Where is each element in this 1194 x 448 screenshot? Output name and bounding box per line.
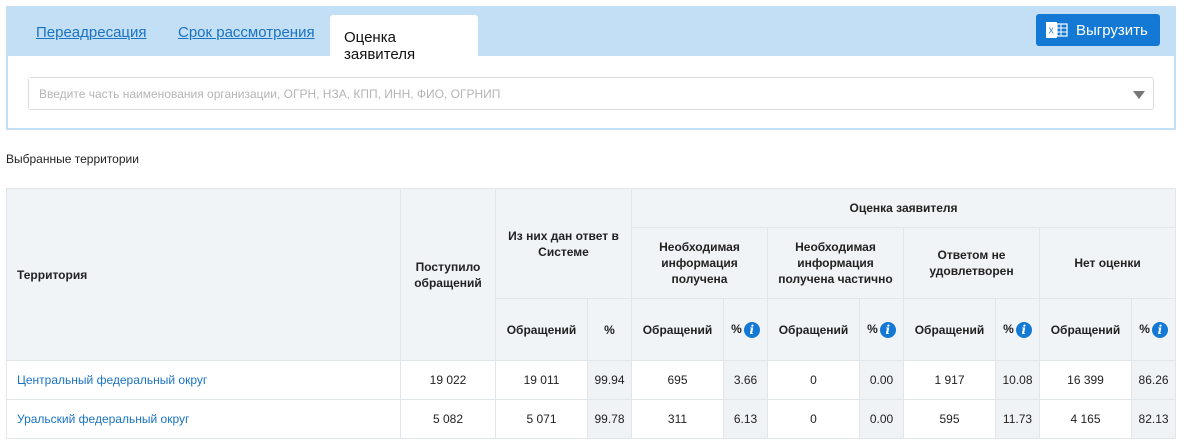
rating-count: 0 [767,360,860,400]
dropdown-arrow-icon[interactable] [1133,91,1145,99]
excel-icon: X [1046,22,1068,38]
rating-count: 1 917 [903,360,996,400]
svg-text:X: X [1049,27,1055,36]
rating-pct: 6.13 [723,399,768,439]
rating-count: 16 399 [1039,360,1132,400]
header-group-received: Необходимая информация получена [631,227,768,299]
filter-panel: Переадресация Срок рассмотрения Оценка з… [6,6,1176,130]
header-count: Обращений [1039,298,1132,361]
header-group-partial: Необходимая информация получена частично [767,227,904,299]
header-pct: % i [723,298,768,361]
header-received: Поступило обращений [400,188,496,361]
answered-count: 19 011 [495,360,588,400]
export-label: Выгрузить [1076,21,1148,39]
answered-pct: 99.94 [587,360,632,400]
received-count: 5 082 [400,399,496,439]
rating-count: 0 [767,399,860,439]
info-icon[interactable]: i [743,321,760,338]
header-rating: Оценка заявителя [630,188,1177,228]
rating-pct: 0.00 [859,399,904,439]
tab-review-period[interactable]: Срок рассмотрения [178,24,315,41]
rating-pct: 0.00 [859,360,904,400]
territory-link[interactable]: Центральный федеральный округ [6,360,401,400]
info-icon[interactable]: i [879,321,896,338]
rating-pct: 82.13 [1130,399,1177,439]
table-row: Уральский федеральный округ 5 082 5 071 99.… [6,399,1177,439]
rating-count: 695 [631,360,724,400]
organization-search[interactable] [28,77,1154,110]
tab-applicant-rating[interactable]: Оценка заявителя [330,15,478,63]
tab-bar: Переадресация Срок рассмотрения Оценка з… [8,8,1174,63]
territory-link[interactable]: Уральский федеральный округ [6,399,401,439]
selected-territories-label: Выбранные территории [6,152,139,166]
header-pct: % i [995,298,1040,361]
header-count: Обращений [631,298,724,361]
received-count: 19 022 [400,360,496,400]
header-pct: % i [1130,298,1177,361]
rating-count: 311 [631,399,724,439]
rating-pct: 86.26 [1130,360,1177,400]
table-row: Центральный федеральный округ 19 022 19 01… [6,360,1177,400]
header-count: Обращений [903,298,996,361]
answered-pct: 99.78 [587,399,632,439]
info-icon[interactable]: i [1015,321,1032,338]
header-group-no-rating: Нет оценки [1038,227,1177,299]
header-group-unsatisfied: Ответом не удовлетворен [903,227,1040,299]
header-answered: Из них дан ответ в Системе [495,188,632,299]
header-count: Обращений [767,298,860,361]
tab-redirect[interactable]: Переадресация [36,24,147,41]
rating-count: 595 [903,399,996,439]
rating-count: 4 165 [1039,399,1132,439]
header-pct: % i [859,298,904,361]
header-count: Обращений [495,298,588,361]
rating-pct: 11.73 [995,399,1040,439]
answered-count: 5 071 [495,399,588,439]
rating-pct: 10.08 [995,360,1040,400]
rating-pct: 3.66 [723,360,768,400]
info-icon[interactable]: i [1151,321,1168,338]
rating-table: Территория Поступило обращений Из них да… [6,188,1177,439]
search-input[interactable] [29,78,1109,109]
header-territory: Территория [6,188,401,361]
export-button[interactable]: X Выгрузить [1036,14,1160,46]
header-pct: % [587,298,632,361]
